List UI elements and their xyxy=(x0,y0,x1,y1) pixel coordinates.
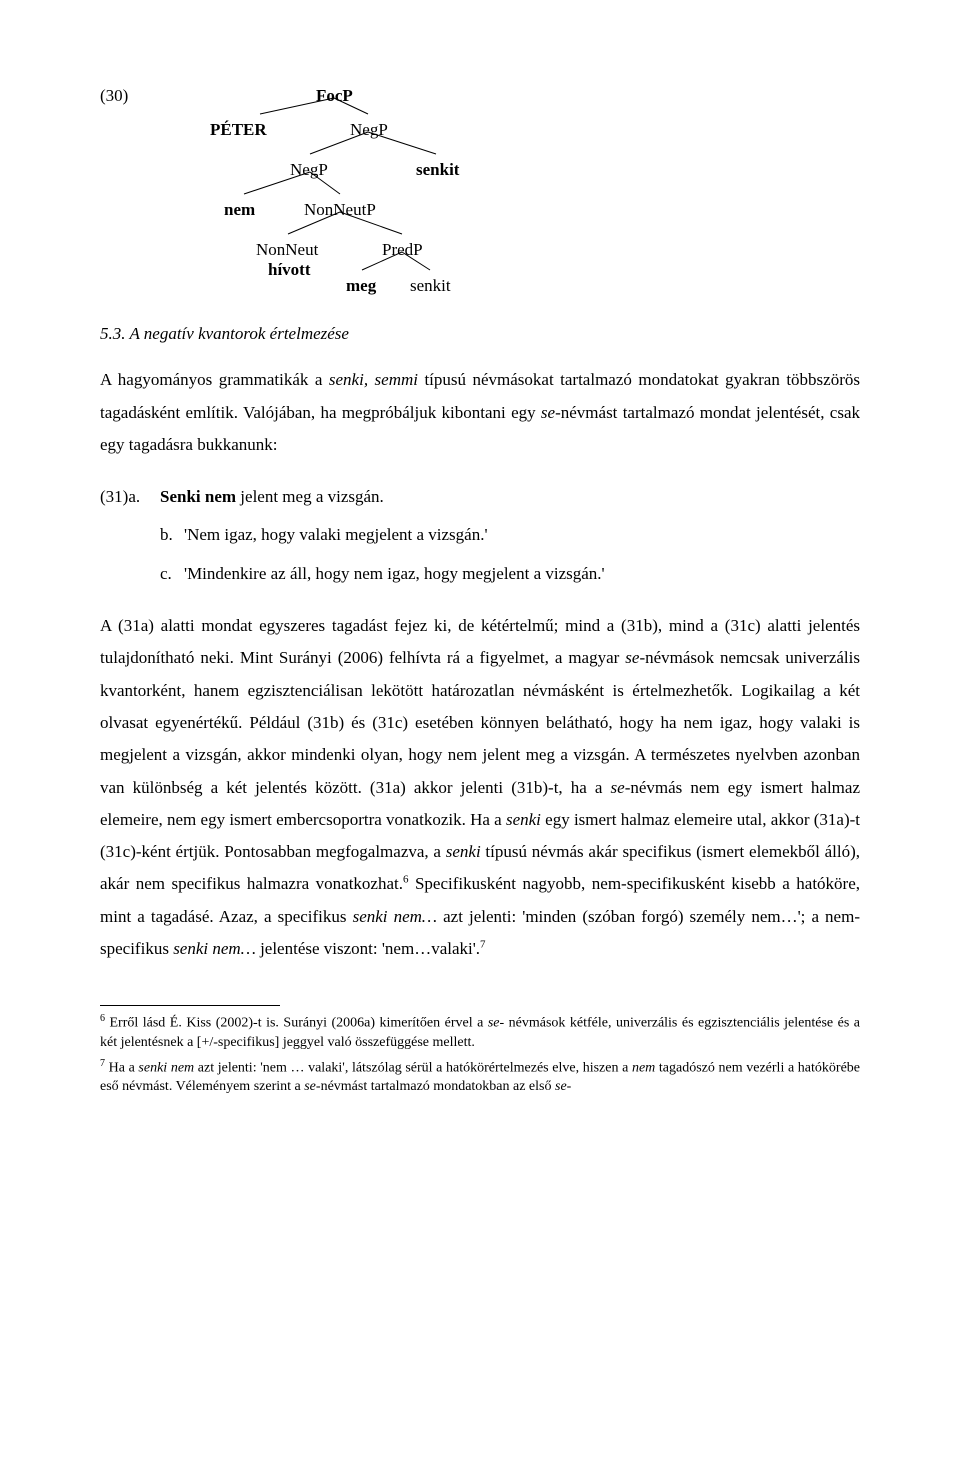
example-31b: b. 'Nem igaz, hogy valaki megjelent a vi… xyxy=(100,519,860,551)
tree-node-hivott: hívott xyxy=(268,254,311,286)
example-31a: (31)a. Senki nem jelent meg a vizsgán. xyxy=(100,481,860,513)
example-block-31: (31)a. Senki nem jelent meg a vizsgán. b… xyxy=(100,481,860,590)
body-paragraph-2: A (31a) alatti mondat egyszeres tagadást… xyxy=(100,610,860,965)
example-text-c: 'Mindenkire az áll, hogy nem igaz, hogy … xyxy=(184,558,605,590)
tree-node-meg: meg xyxy=(346,270,376,302)
footnote-6: 6 Erről lásd É. Kiss (2002)-t is. Surány… xyxy=(100,1012,860,1052)
example-sublabel-b: b. xyxy=(100,519,184,551)
footnote-7: 7 Ha a senki nem azt jelenti: 'nem … val… xyxy=(100,1057,860,1097)
tree-node-peter: PÉTER xyxy=(210,114,267,146)
footnote-text-6: Erről lásd É. Kiss (2002)-t is. Surányi … xyxy=(100,1016,860,1050)
tree-node-senkit1: senkit xyxy=(416,154,459,186)
example-text-b: 'Nem igaz, hogy valaki megjelent a vizsg… xyxy=(184,519,488,551)
example-31c: c. 'Mindenkire az áll, hogy nem igaz, ho… xyxy=(100,558,860,590)
tree-node-senkit2: senkit xyxy=(410,270,451,302)
section-title-text: A negatív kvantorok értelmezése xyxy=(129,324,349,343)
section-number: 5.3. xyxy=(100,324,126,343)
tree-node-predp: PredP xyxy=(382,234,423,266)
example-text-a: Senki nem jelent meg a vizsgán. xyxy=(160,481,384,513)
example-sublabel-c: c. xyxy=(100,558,184,590)
tree-node-nem: nem xyxy=(224,194,255,226)
tree-node-focp: FocP xyxy=(316,80,353,112)
footnote-text-7: Ha a senki nem azt jelenti: 'nem … valak… xyxy=(100,1060,860,1094)
body-paragraph-1: A hagyományos grammatikák a senki, semmi… xyxy=(100,364,860,461)
tree-node-negp1: NegP xyxy=(350,114,388,146)
syntax-tree: (30)FocPPÉTERNegPNegPsenkitnemNonNeutPNo… xyxy=(100,80,860,290)
example-number: (31)a. xyxy=(100,481,160,513)
tree-node-num: (30) xyxy=(100,80,128,112)
tree-node-negp2: NegP xyxy=(290,154,328,186)
tree-node-nonneutp: NonNeutP xyxy=(304,194,376,226)
footnotes: 6 Erről lásd É. Kiss (2002)-t is. Surány… xyxy=(100,1012,860,1097)
footnote-separator xyxy=(100,1005,280,1006)
section-heading: 5.3. A negatív kvantorok értelmezése xyxy=(100,318,860,350)
